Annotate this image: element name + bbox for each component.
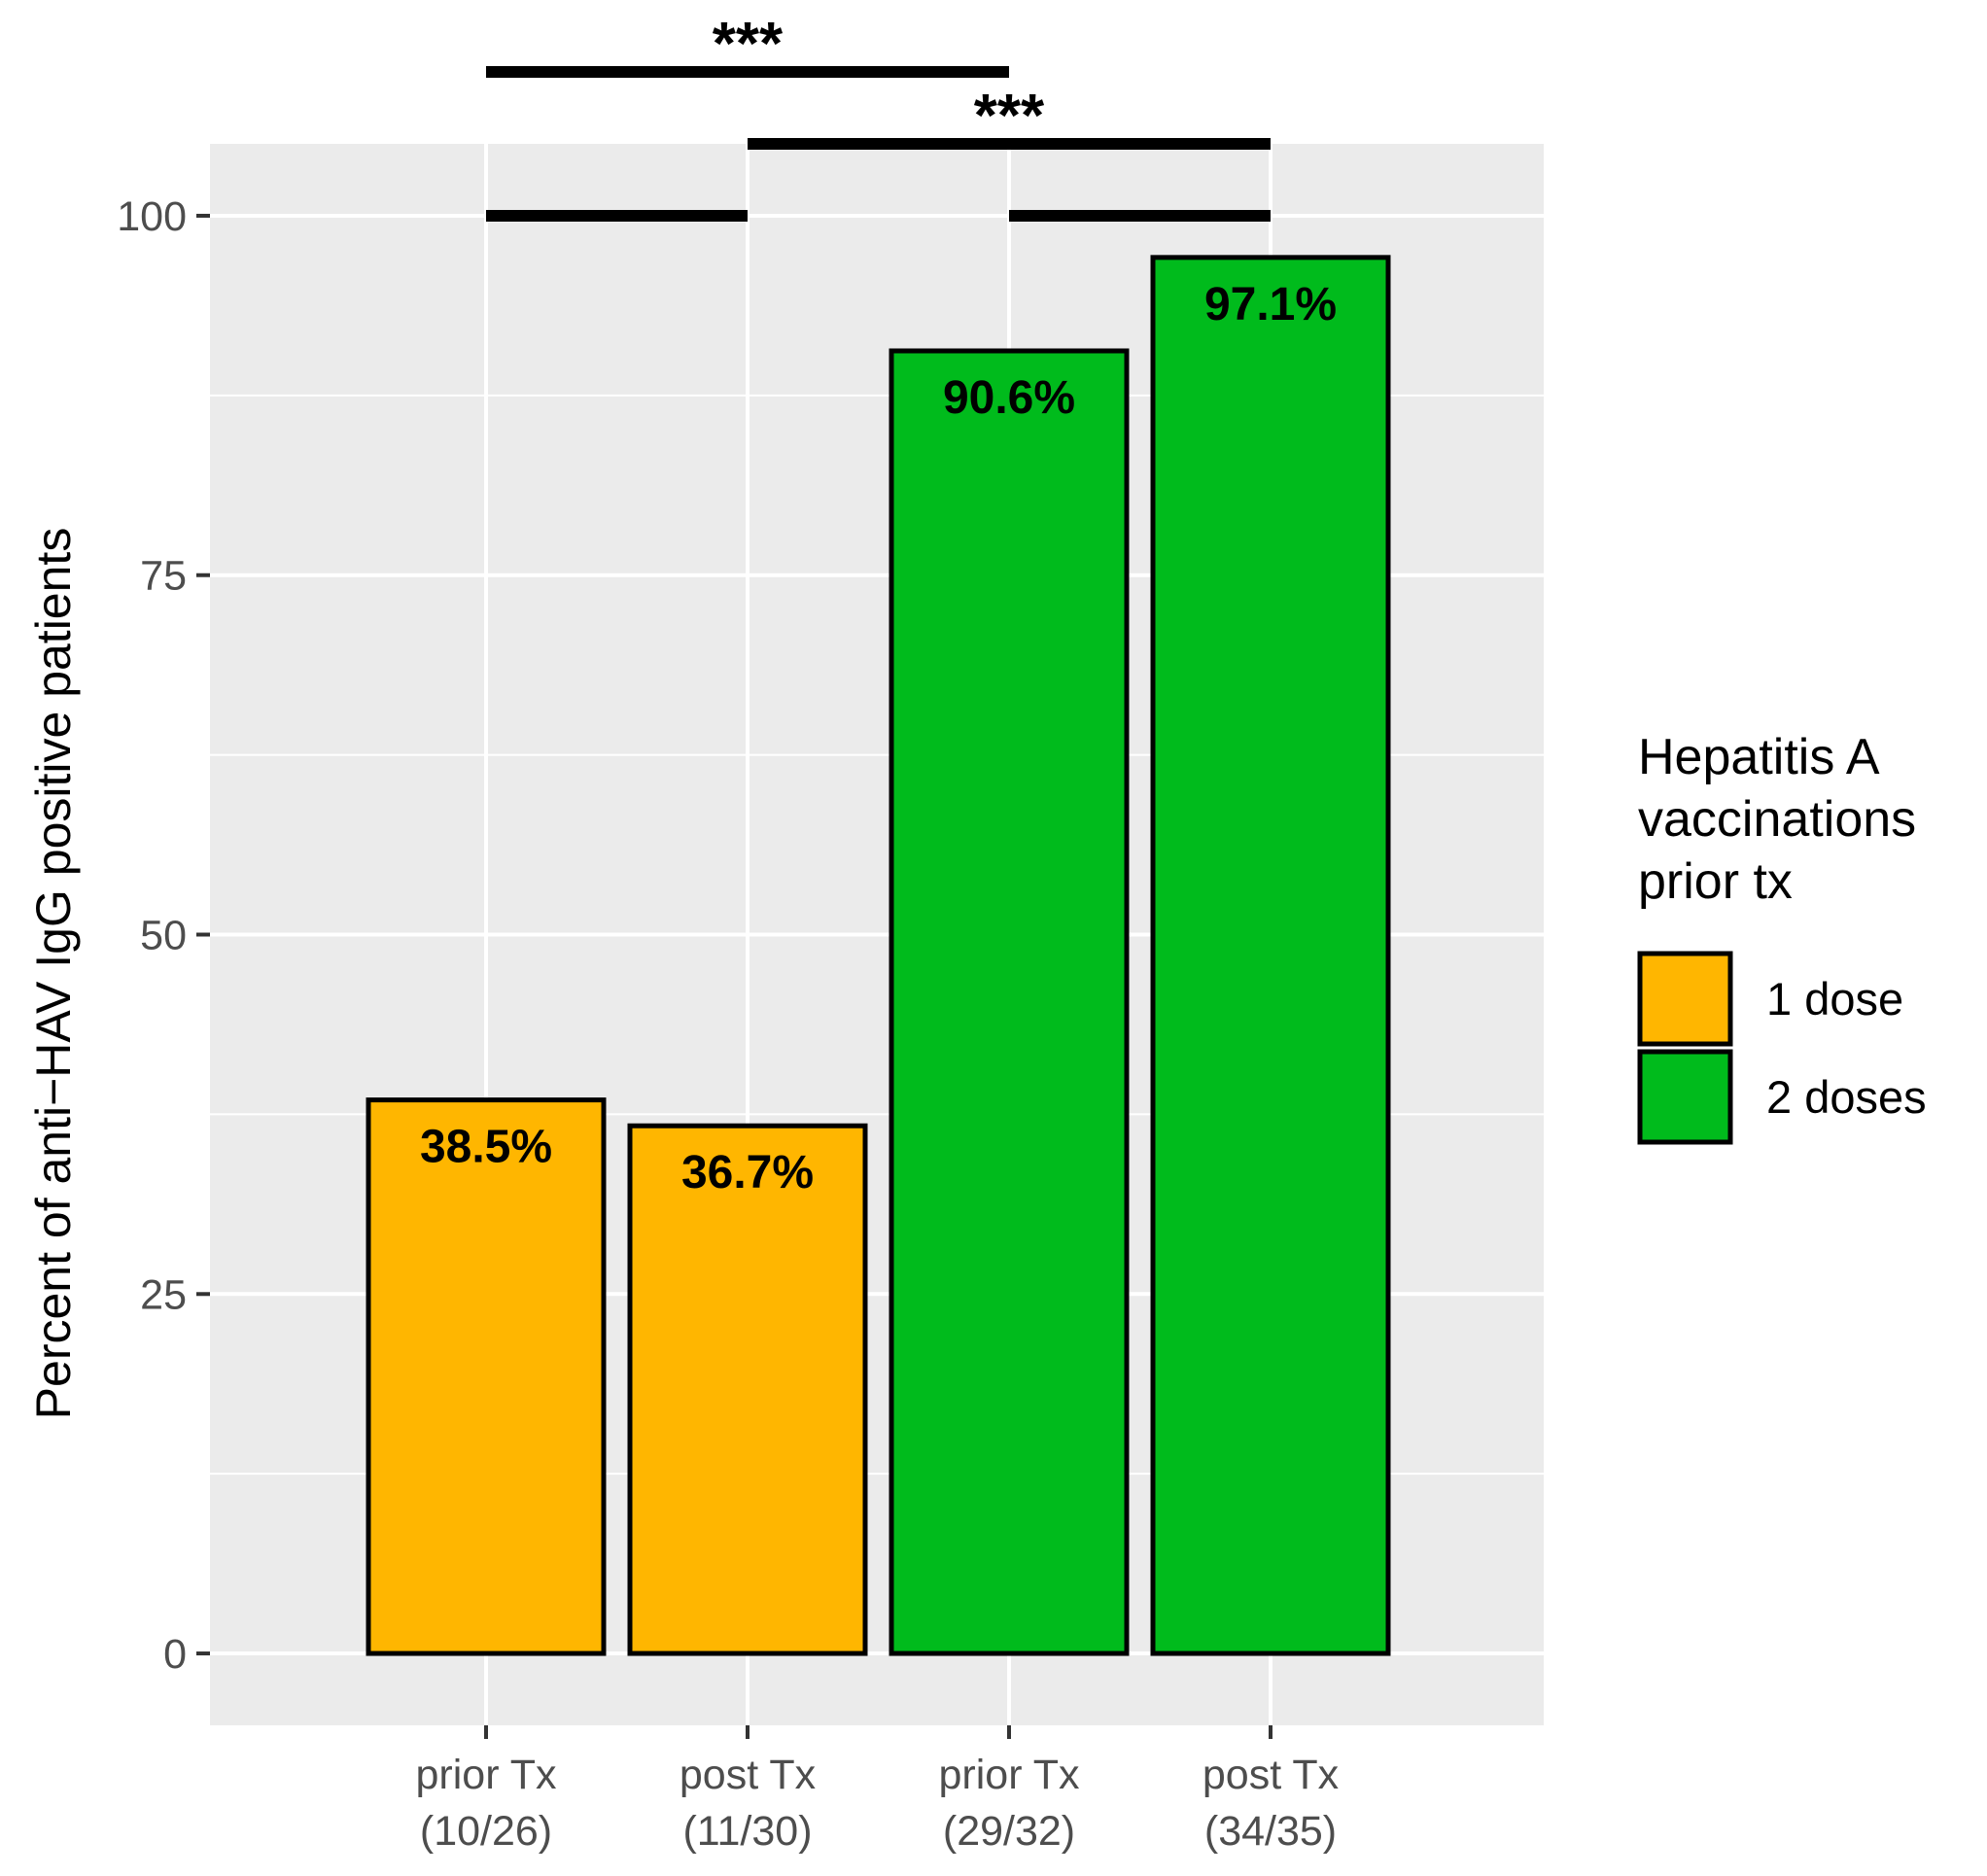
y-tick-label: 75 bbox=[140, 553, 187, 600]
legend-entry-label: 2 doses bbox=[1766, 1071, 1927, 1123]
bar-labels: 38.5% 36.7% 90.6% 97.1% bbox=[420, 279, 1337, 1199]
bar-value-label: 36.7% bbox=[681, 1147, 814, 1199]
x-tick-label-line1: post Tx bbox=[680, 1752, 817, 1798]
y-tick-label: 100 bbox=[117, 193, 187, 240]
y-axis: 0 25 50 75 100 bbox=[117, 193, 210, 1678]
bar bbox=[889, 348, 1130, 1656]
bars bbox=[366, 255, 1391, 1656]
x-tick-label-line2: (29/32) bbox=[943, 1808, 1075, 1855]
y-tick-label: 25 bbox=[140, 1271, 187, 1318]
x-tick-label-line1: post Tx bbox=[1203, 1752, 1340, 1798]
bar-value-label: 90.6% bbox=[943, 372, 1075, 424]
bar bbox=[366, 1097, 607, 1656]
x-tick-label-line2: (34/35) bbox=[1204, 1808, 1337, 1855]
bar bbox=[627, 1123, 868, 1656]
x-axis: prior Tx (10/26) post Tx (11/30) prior Tx (29… bbox=[416, 1725, 1340, 1855]
significance-brackets: *** *** bbox=[486, 11, 1271, 222]
legend-key-swatch bbox=[1637, 951, 1733, 1047]
bar-value-label: 38.5% bbox=[420, 1122, 552, 1173]
legend-title-line: vaccinations bbox=[1638, 791, 1916, 848]
bar-value-label: 97.1% bbox=[1204, 279, 1337, 330]
significance-label: *** bbox=[713, 11, 784, 78]
y-axis-title: Percent of anti−HAV IgG positive patient… bbox=[26, 528, 81, 1420]
y-tick-label: 50 bbox=[140, 913, 187, 959]
legend-entry-label: 1 dose bbox=[1766, 973, 1903, 1025]
x-tick-label-line2: (11/30) bbox=[682, 1808, 812, 1855]
legend-key-swatch bbox=[1637, 1049, 1733, 1145]
x-tick-label-line2: (10/26) bbox=[420, 1808, 552, 1855]
x-tick-label-line1: prior Tx bbox=[939, 1752, 1080, 1798]
y-tick-label: 0 bbox=[163, 1631, 187, 1678]
bar bbox=[1150, 255, 1391, 1656]
x-tick-label-line1: prior Tx bbox=[416, 1752, 557, 1798]
significance-label: *** bbox=[974, 83, 1045, 150]
legend-title-line: prior tx bbox=[1638, 853, 1793, 910]
legend-title-line: Hepatitis A bbox=[1638, 729, 1880, 785]
